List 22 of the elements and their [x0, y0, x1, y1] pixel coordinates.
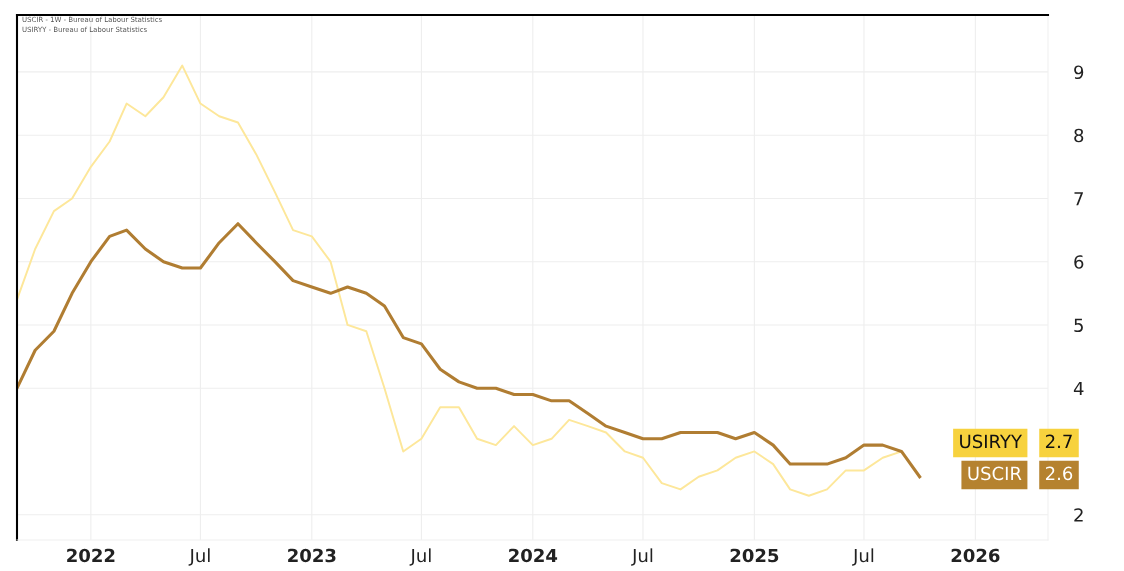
x-tick-label: 2025 [730, 548, 779, 563]
y-tick-label: 5 [1074, 318, 1083, 333]
text: USIRYY [960, 434, 1023, 449]
y-tick-label: 9 [1074, 65, 1084, 80]
x-tick-label: 2023 [288, 548, 336, 563]
y-tick-label: 8 [1074, 128, 1084, 143]
x-tick-label: Jul [631, 548, 653, 566]
annotation: 2.6 [1045, 466, 1073, 481]
y-tick-label: 7 [1074, 192, 1083, 206]
legend-label: USCIR [968, 466, 1022, 481]
y-tick-label: 4 [1073, 381, 1084, 396]
line-series [17, 64, 903, 497]
annotation: 2.7 [1045, 434, 1072, 448]
line-series [17, 222, 922, 479]
x-tick-label: 2024 [509, 548, 558, 563]
x-tick-label: Jul [188, 548, 210, 566]
y-tick-label: 2 [1074, 508, 1083, 522]
x-tick-label: 2026 [951, 548, 1000, 563]
y-tick-label: 6 [1074, 255, 1084, 269]
x-tick-label: Jul [852, 548, 874, 566]
x-tick-label: Jul [409, 548, 431, 566]
x-tick-label: 2022 [67, 548, 115, 563]
